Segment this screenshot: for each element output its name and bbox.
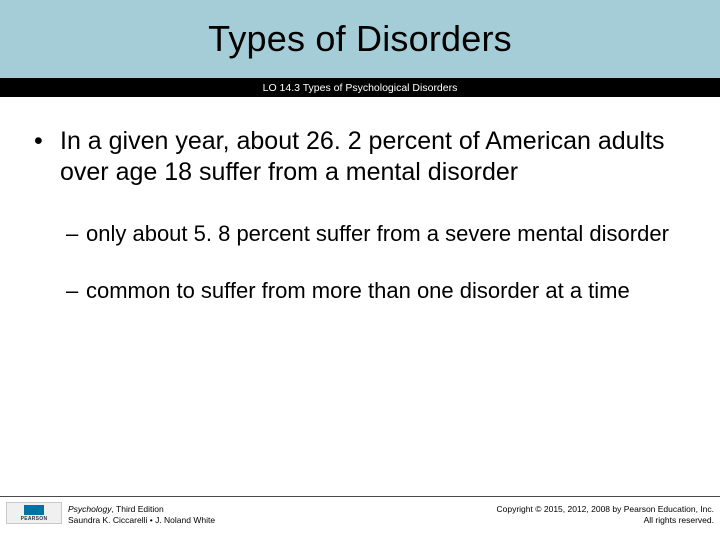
- dash-marker: –: [66, 221, 86, 248]
- title-band: Types of Disorders: [0, 0, 720, 78]
- book-edition: , Third Edition: [111, 504, 163, 514]
- header: Types of Disorders LO 14.3 Types of Psyc…: [0, 0, 720, 97]
- body: • In a given year, about 26. 2 percent o…: [34, 126, 686, 335]
- slide-title: Types of Disorders: [208, 18, 512, 60]
- bullet-text: common to suffer from more than one diso…: [86, 278, 630, 305]
- footer-divider: [0, 496, 720, 497]
- book-authors: Saundra K. Ciccarelli • J. Noland White: [68, 515, 215, 525]
- copyright-line2: All rights reserved.: [644, 515, 714, 525]
- logo-mark: [24, 505, 44, 515]
- bullet-level1: • In a given year, about 26. 2 percent o…: [34, 126, 686, 187]
- copyright: Copyright © 2015, 2012, 2008 by Pearson …: [497, 504, 715, 525]
- slide: Types of Disorders LO 14.3 Types of Psyc…: [0, 0, 720, 540]
- book-title: Psychology: [68, 504, 111, 514]
- copyright-line1: Copyright © 2015, 2012, 2008 by Pearson …: [497, 504, 715, 514]
- slide-subtitle: LO 14.3 Types of Psychological Disorders: [263, 82, 458, 94]
- book-info: Psychology, Third Edition Saundra K. Cic…: [68, 504, 215, 525]
- bullet-marker: •: [34, 126, 60, 187]
- logo-text: PEARSON: [21, 516, 48, 522]
- subtitle-band: LO 14.3 Types of Psychological Disorders: [0, 78, 720, 97]
- bullet-text: only about 5. 8 percent suffer from a se…: [86, 221, 669, 248]
- dash-marker: –: [66, 278, 86, 305]
- pearson-logo: PEARSON: [6, 502, 62, 524]
- bullet-level2: – only about 5. 8 percent suffer from a …: [66, 221, 686, 248]
- footer: PEARSON Psychology, Third Edition Saundr…: [0, 496, 720, 540]
- bullet-level2: – common to suffer from more than one di…: [66, 278, 686, 305]
- bullet-text: In a given year, about 26. 2 percent of …: [60, 126, 686, 187]
